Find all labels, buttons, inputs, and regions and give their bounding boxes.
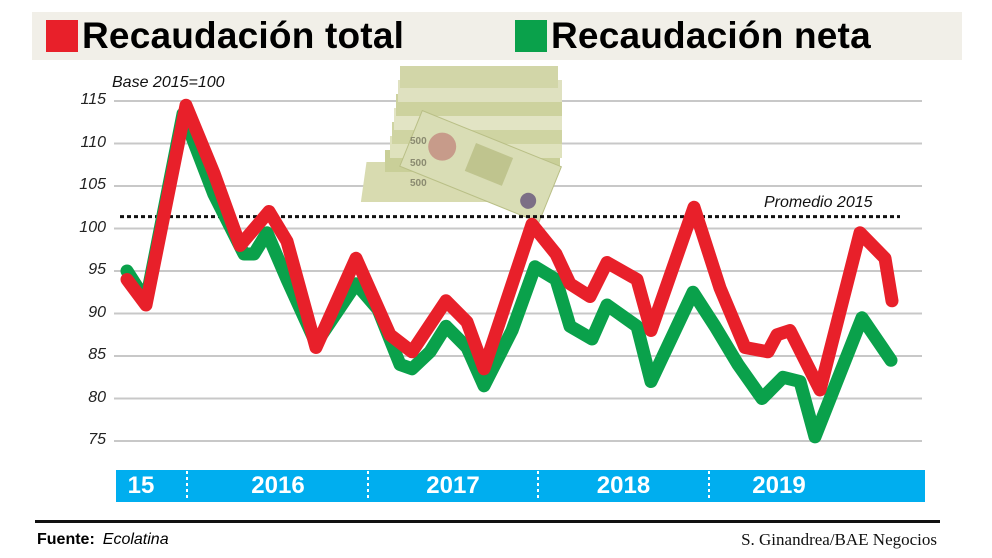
year-label-2018: 2018 <box>596 472 651 499</box>
y-tick-label: 80 <box>88 388 106 406</box>
series-recaudacion-neta <box>120 107 898 444</box>
legend-neta-label: Recaudación neta <box>551 15 871 56</box>
y-tick-label: 90 <box>88 303 106 321</box>
svg-text:500: 500 <box>410 158 427 169</box>
source-label: Fuente: <box>37 531 95 548</box>
y-tick-label: 75 <box>88 431 106 448</box>
legend-header <box>32 12 962 60</box>
y-tick-label: 85 <box>88 346 106 363</box>
year-band <box>116 470 925 502</box>
series-recaudacion-total <box>120 98 899 397</box>
year-label-2019: 2019 <box>752 472 806 499</box>
promedio-annotation: Promedio 2015 <box>764 194 873 211</box>
banknotes-image: 500 500 500 <box>360 66 563 224</box>
base-annotation: Base 2015=100 <box>112 74 225 91</box>
y-tick-label: 105 <box>79 176 106 193</box>
svg-text:500: 500 <box>410 136 427 147</box>
source-value: Ecolatina <box>102 531 169 548</box>
y-tick-label: 115 <box>80 91 106 108</box>
legend-swatch-green-icon <box>515 20 547 52</box>
y-tick-label: 95 <box>88 261 106 278</box>
year-label-2017: 2017 <box>426 472 480 499</box>
y-tick-label: 110 <box>80 133 106 151</box>
year-label-2015: 15 <box>127 472 155 499</box>
legend-neta: Recaudación neta <box>515 14 871 58</box>
year-label-2016: 2016 <box>251 472 305 499</box>
source: Fuente: Ecolatina <box>37 531 169 549</box>
svg-text:500: 500 <box>410 178 427 189</box>
credit: S. Ginandrea/BAE Negocios <box>741 530 937 549</box>
legend-total: Recaudación total <box>46 14 404 58</box>
legend-total-label: Recaudación total <box>82 15 405 56</box>
y-tick-label: 100 <box>79 218 106 236</box>
legend-swatch-red-icon <box>46 20 78 52</box>
footer-rule <box>35 520 940 523</box>
